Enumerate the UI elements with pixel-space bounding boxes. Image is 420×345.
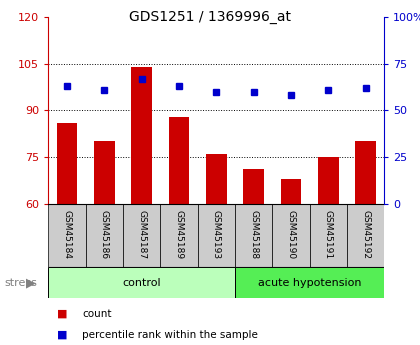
Text: stress: stress	[4, 278, 37, 288]
Text: GSM45184: GSM45184	[63, 210, 71, 259]
Text: GDS1251 / 1369996_at: GDS1251 / 1369996_at	[129, 10, 291, 24]
Bar	[347, 204, 384, 267]
Bar	[235, 267, 384, 298]
Bar	[57, 123, 77, 204]
Text: count: count	[82, 309, 111, 319]
Text: GSM45191: GSM45191	[324, 210, 333, 259]
Bar	[48, 267, 235, 298]
Text: GSM45193: GSM45193	[212, 210, 221, 259]
Text: GSM45190: GSM45190	[286, 210, 295, 259]
Text: ■: ■	[57, 330, 67, 339]
Bar	[198, 204, 235, 267]
Bar	[281, 179, 301, 204]
Bar	[86, 204, 123, 267]
Bar	[243, 169, 264, 204]
Bar	[160, 204, 198, 267]
Bar	[310, 204, 347, 267]
Text: ▶: ▶	[26, 276, 36, 289]
Bar	[123, 204, 160, 267]
Bar	[206, 154, 226, 204]
Text: GSM45188: GSM45188	[249, 210, 258, 259]
Bar	[131, 67, 152, 204]
Bar	[169, 117, 189, 204]
Text: GSM45187: GSM45187	[137, 210, 146, 259]
Bar	[318, 157, 339, 204]
Bar	[355, 141, 376, 204]
Text: GSM45186: GSM45186	[100, 210, 109, 259]
Bar	[235, 204, 272, 267]
Text: GSM45189: GSM45189	[174, 210, 184, 259]
Bar	[272, 204, 310, 267]
Text: percentile rank within the sample: percentile rank within the sample	[82, 330, 258, 339]
Text: control: control	[122, 278, 161, 288]
Text: GSM45192: GSM45192	[361, 210, 370, 259]
Bar	[48, 204, 86, 267]
Text: ■: ■	[57, 309, 67, 319]
Bar	[94, 141, 115, 204]
Text: acute hypotension: acute hypotension	[258, 278, 361, 288]
